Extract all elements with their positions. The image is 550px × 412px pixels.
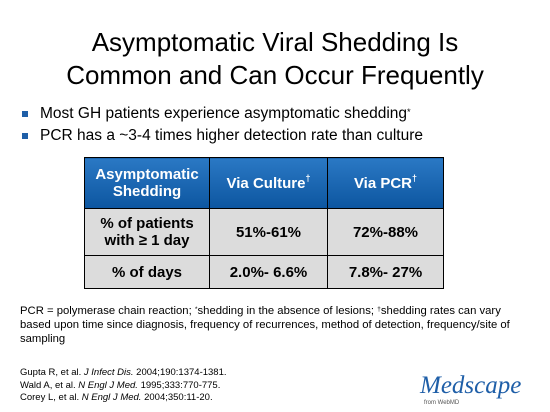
bullet-list: Most GH patients experience asymptomatic… [20,103,423,147]
logo: Medscape from WebMD [420,372,522,406]
cell: % of patients with ≥ 1 day [84,208,210,256]
title-line: Common and Can Occur Frequently [66,60,484,90]
logo-tagline: from WebMD [424,400,460,406]
table: Asymptomatic Shedding Via Culture† Via P… [84,157,444,289]
superscript: * [407,107,411,118]
row: % of patients with ≥ 1 day 51%-61% 72%-8… [84,208,444,256]
footnote-text: PCR = polymerase chain reaction; [20,305,195,317]
reference: Gupta R, et al. J Infect Dis. 2004;190:1… [20,367,227,380]
cell: 51%-61% [209,208,328,256]
row: % of days 2.0%- 6.6% 7.8%- 27% [84,255,444,289]
ref-cite: 2004;190:1374-1381. [133,367,227,378]
header-cell: Via Culture† [209,157,328,209]
bullet: Most GH patients experience asymptomatic… [20,103,423,125]
bullet-text: Most GH patients experience asymptomatic… [40,105,408,122]
ref-journal: J Infect Dis. [83,367,134,378]
ref-journal: N Engl J Med. [78,379,138,391]
cell: % of days [84,255,210,289]
ref-cite: 1995;333:770-775. [137,379,221,391]
superscript: † [412,172,418,183]
superscript: * [194,305,198,313]
footnote-text: shedding in the absence of lesions; [197,305,378,317]
references: Gupta R, et al. J Infect Dis. 2004;190:1… [20,367,227,405]
reference: Wald A, et al. N Engl J Med. 1995;333:77… [20,380,227,393]
logo-name: Medscape [420,372,522,399]
header-cell: Asymptomatic Shedding [84,157,210,209]
header-text: Via Culture [226,174,306,192]
bullet-text: PCR has a ~3-4 times higher detection ra… [40,127,423,144]
header-cell: Via PCR† [327,157,444,209]
cell: 7.8%- 27% [327,255,444,289]
header-text: Via PCR [353,174,413,192]
bullet: PCR has a ~3-4 times higher detection ra… [20,125,423,147]
ref-journal: N Engl J Med. [81,392,142,403]
header-row: Asymptomatic Shedding Via Culture† Via P… [84,157,444,209]
footnote-text: shedding rates can vary based upon time … [20,305,510,345]
superscript: † [377,305,381,313]
title-line: Asymptomatic Viral Shedding Is [91,27,459,57]
title: Asymptomatic Viral Shedding Is Common an… [0,26,550,92]
cell: 72%-88% [327,208,444,256]
ref-authors: Wald A, et al. [20,379,79,391]
ref-authors: Corey L, et al. [20,392,82,403]
ref-cite: 2004;350:11-20. [141,392,213,403]
cell: 2.0%- 6.6% [209,255,328,289]
reference: Corey L, et al. N Engl J Med. 2004;350:1… [20,392,227,405]
footnote: PCR = polymerase chain reaction; *sheddi… [20,304,530,346]
header-text: Asymptomatic Shedding [95,166,199,200]
superscript: † [305,172,311,183]
ref-authors: Gupta R, et al. [20,367,84,378]
